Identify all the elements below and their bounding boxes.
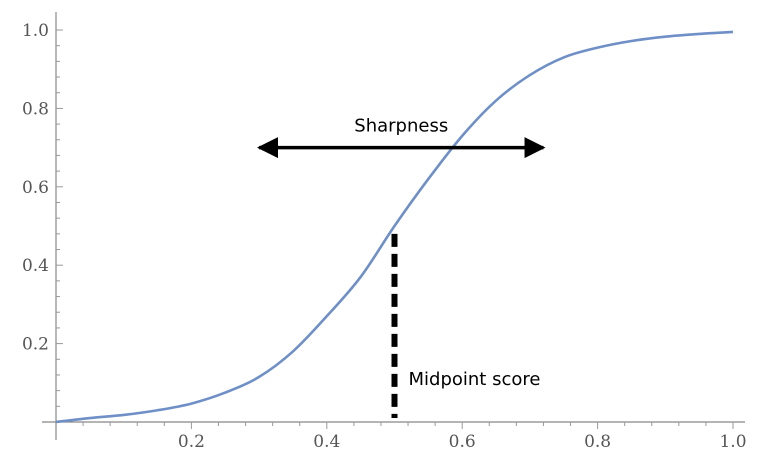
midpoint-label: Midpoint score — [409, 369, 541, 390]
annotations-layer: Sharpness Midpoint score — [257, 116, 546, 418]
y-tick-label: 0.2 — [22, 335, 49, 355]
sharpness-label: Sharpness — [354, 116, 448, 137]
y-tick-label: 0.4 — [22, 256, 49, 276]
y-axis-ticks: 0.2 0.4 0.6 0.8 1.0 — [22, 21, 63, 407]
x-tick-label: 0.8 — [584, 432, 611, 452]
y-tick-label: 0.6 — [22, 178, 49, 198]
series-layer — [55, 30, 734, 424]
y-tick-label: 0.8 — [22, 99, 49, 119]
x-tick-label: 0.6 — [449, 432, 476, 452]
y-tick-label: 1.0 — [22, 21, 49, 41]
axes — [42, 12, 745, 440]
x-tick-label: 0.2 — [178, 432, 205, 452]
x-tick-label: 0.4 — [313, 432, 340, 452]
x-tick-label: 1.0 — [719, 432, 746, 452]
x-axis-ticks: 0.2 0.4 0.6 0.8 1.0 — [82, 422, 747, 452]
sigmoid-curve — [55, 30, 734, 424]
